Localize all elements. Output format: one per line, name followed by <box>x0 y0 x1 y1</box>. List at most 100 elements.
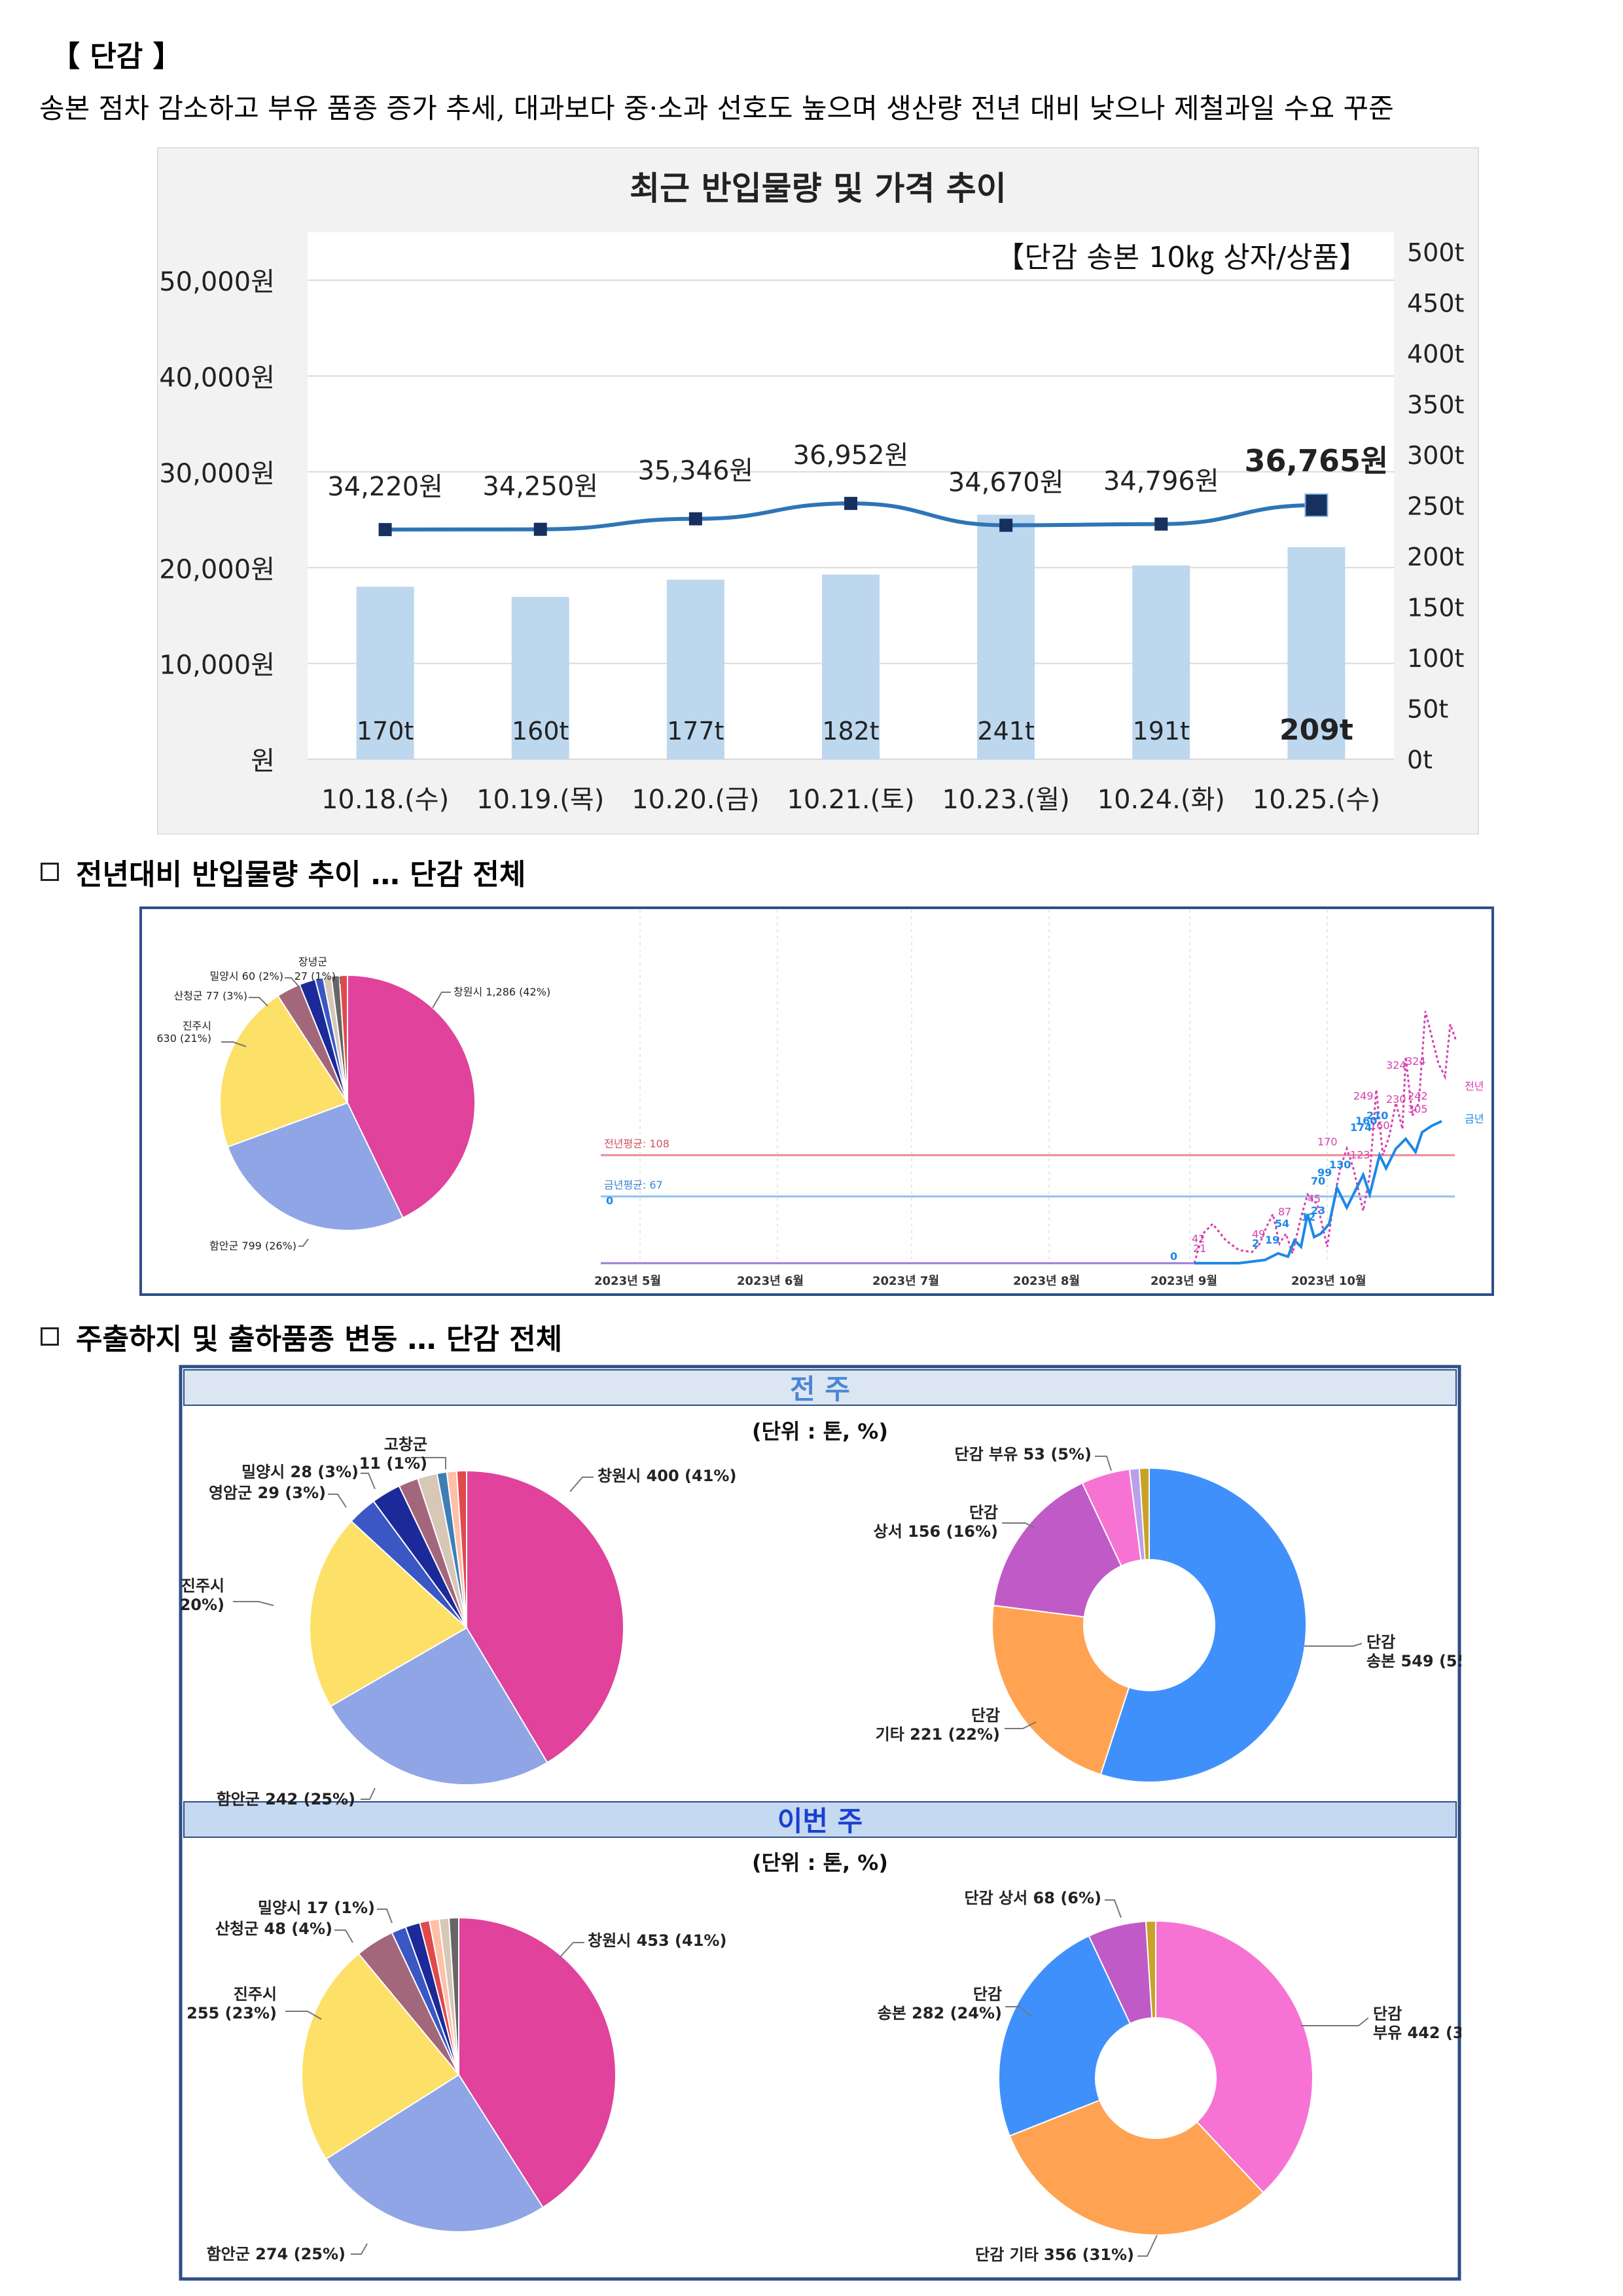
slice-label: 단감 <box>1373 2005 1402 2023</box>
pie-slice <box>347 974 476 1219</box>
pie-slice <box>219 995 349 1148</box>
x-tick-label: 10.19.(목) <box>476 785 604 815</box>
leader-line <box>334 1929 353 1943</box>
slice-label: 창원시 453 (41%) <box>588 1931 726 1950</box>
origin-variety-panel: 전 주 (단위 : 톤, %) 이번 주 (단위 : 톤, %) 창원시 400… <box>179 1365 1461 2281</box>
curr-label: 19 <box>1265 1234 1279 1246</box>
left-tick-label: 50,000원 <box>159 267 275 297</box>
prev-label: 249 <box>1353 1090 1374 1102</box>
leader-line <box>328 1494 347 1508</box>
series-name: 전년 <box>1465 1080 1484 1092</box>
volume-bar <box>666 579 724 759</box>
right-tick-label: 300t <box>1407 441 1464 470</box>
volume-label: 177t <box>667 717 724 745</box>
reference-label: 금년평균: 67 <box>604 1179 663 1191</box>
pie-slice <box>998 1935 1132 2137</box>
leader-line <box>377 1909 393 1924</box>
pie-slice <box>458 1916 616 2209</box>
volume-bar <box>977 514 1035 759</box>
slice-label: 창원시 400 (41%) <box>597 1467 736 1485</box>
slice-label: 630 (21%) <box>156 1032 211 1045</box>
slice-label: 영암군 29 (3%) <box>209 1484 326 1502</box>
prev-label: 49 <box>1252 1228 1265 1240</box>
pie-slice <box>1138 1467 1150 1561</box>
slice-label: 밀양시 60 (2%) <box>209 970 283 982</box>
right-tick-label: 250t <box>1407 492 1464 521</box>
unit-note-this: (단위 : 톤, %) <box>752 1850 888 1875</box>
slice-label: 송본 549 (55%) <box>1366 1652 1461 1670</box>
page-title: 【 단감 】 <box>51 40 182 73</box>
curr-label: 2 <box>1252 1237 1259 1249</box>
prev-label: 45 <box>1308 1193 1321 1205</box>
prev-label: 42 <box>1192 1232 1205 1245</box>
volume-label: 160t <box>512 717 569 745</box>
prev-label: 324 <box>1406 1055 1426 1067</box>
right-tick-label: 350t <box>1407 391 1464 420</box>
price-label: 36,952원 <box>793 440 909 471</box>
slice-label: 함안군 274 (25%) <box>207 2245 346 2263</box>
slice-label: 함안군 799 (26%) <box>209 1240 296 1252</box>
volume-bar <box>356 586 414 759</box>
slice-label: 단감 부유 53 (5%) <box>955 1445 1092 1463</box>
leader-line <box>337 977 341 984</box>
pie-slice <box>992 1482 1122 1618</box>
curr-label: 210 <box>1366 1109 1388 1122</box>
leader-line <box>361 1787 376 1800</box>
slice-label: 단감 기타 356 (31%) <box>975 2246 1134 2264</box>
leader-line <box>560 1942 584 1958</box>
checkbox-icon <box>41 863 59 881</box>
yoy-section-title: 전년대비 반입물량 추이 … 단감 전체 <box>41 851 526 893</box>
chart-title: 최근 반입물량 및 가격 추이 <box>630 170 1007 207</box>
slice-label: 고창군 <box>384 1435 427 1454</box>
curr-label: 23 <box>1311 1204 1325 1217</box>
right-tick-label: 500t <box>1407 238 1464 267</box>
pie-slice <box>466 1469 624 1764</box>
price-marker <box>533 522 547 536</box>
pie-slice <box>301 1952 460 2160</box>
price-marker <box>1304 493 1329 517</box>
leader-line <box>361 1473 376 1490</box>
leader-line <box>351 2243 368 2255</box>
leader-line <box>233 1601 274 1606</box>
left-tick-label: 40,000원 <box>159 363 275 393</box>
unit-note-prev: (단위 : 톤, %) <box>752 1419 888 1444</box>
leader-line <box>1105 1899 1122 1918</box>
prev-label: 324 <box>1386 1059 1406 1071</box>
price-marker <box>378 523 392 537</box>
leader-line <box>569 1477 594 1492</box>
slice-label: 단감 상서 68 (6%) <box>965 1889 1101 1907</box>
volume-label: 182t <box>822 717 879 745</box>
x-tick-label: 10.21.(토) <box>787 785 914 815</box>
leader-line <box>285 977 301 989</box>
volume-bar <box>1287 547 1346 759</box>
slice-label: 진주시 <box>181 1577 224 1595</box>
price-label: 34,796원 <box>1103 467 1219 497</box>
curr-label: 130 <box>1329 1158 1351 1171</box>
prev-label: 123 <box>1350 1149 1370 1161</box>
pie-slice <box>1155 1920 1313 2194</box>
volume-label: 170t <box>357 717 414 745</box>
slice-label: 창원시 1,286 (42%) <box>454 986 550 998</box>
slice-label: 27 (1%) <box>294 970 336 982</box>
slice-label: 산청군 48 (4%) <box>215 1920 332 1938</box>
slice-label: 상서 156 (16%) <box>874 1522 998 1541</box>
curr-label: 99 <box>1317 1166 1332 1179</box>
series-name: 금년 <box>1465 1113 1484 1125</box>
slice-label: 밀양시 28 (3%) <box>241 1463 359 1481</box>
leader-line <box>1005 2006 1032 2017</box>
left-tick-label: 원 <box>251 746 275 776</box>
slice-label: 단감 <box>1366 1633 1395 1651</box>
pie-slice <box>1008 2099 1264 2236</box>
x-tick-label: 10.18.(수) <box>321 785 449 815</box>
price-marker <box>844 497 857 511</box>
price-marker <box>1154 517 1168 531</box>
left-tick-label: 10,000원 <box>159 651 275 681</box>
slice-label: 진주시 <box>234 1985 277 2003</box>
leader-line <box>1002 1522 1035 1529</box>
slice-label: 산청군 77 (3%) <box>173 990 247 1002</box>
volume-bar <box>1132 565 1190 759</box>
leader-line <box>249 997 268 1007</box>
right-tick-label: 150t <box>1407 594 1464 622</box>
price-label: 36,765원 <box>1245 443 1389 478</box>
